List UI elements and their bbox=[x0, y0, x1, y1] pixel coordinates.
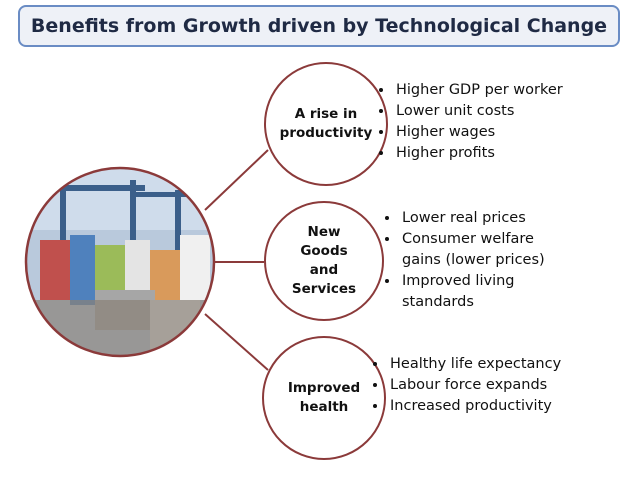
label-line: productivity bbox=[279, 125, 373, 141]
label-line: and bbox=[309, 262, 339, 278]
bullet: Higher GDP per worker bbox=[394, 80, 594, 101]
bullet: Labour force expands bbox=[388, 375, 588, 396]
title: Benefits from Growth driven by Technolog… bbox=[18, 5, 620, 47]
bullet-list: Lower real pricesConsumer welfare gains … bbox=[384, 208, 560, 313]
label-line: Goods bbox=[300, 243, 348, 259]
node-circle bbox=[262, 336, 386, 460]
node-circle bbox=[264, 201, 384, 321]
bullet: Consumer welfare gains (lower prices) bbox=[400, 229, 560, 271]
bullet: Improved living standards bbox=[400, 271, 560, 313]
photo-border bbox=[24, 166, 216, 358]
bullet: Lower real prices bbox=[400, 208, 560, 229]
bullet-list: Higher GDP per workerLower unit costsHig… bbox=[378, 80, 594, 164]
bullet: Higher wages bbox=[394, 122, 594, 143]
label-line: health bbox=[299, 399, 349, 415]
bullet: Lower unit costs bbox=[394, 101, 594, 122]
node-label: A rise in productivity bbox=[271, 105, 381, 143]
connectors bbox=[204, 149, 269, 371]
bullet: Higher profits bbox=[394, 143, 594, 164]
bullet: Increased productivity bbox=[388, 396, 588, 417]
port-photo bbox=[26, 168, 214, 356]
node-circle bbox=[264, 62, 388, 186]
label-line: Services bbox=[291, 281, 357, 297]
label-line: Improved bbox=[287, 380, 361, 396]
label-line: New bbox=[307, 224, 341, 240]
label-line: A rise in bbox=[294, 106, 358, 122]
bullet-list: Healthy life expectancyLabour force expa… bbox=[372, 354, 588, 417]
node-label: New Goods and Services bbox=[269, 223, 379, 299]
bullet: Healthy life expectancy bbox=[388, 354, 588, 375]
node-label: Improved health bbox=[269, 379, 379, 417]
